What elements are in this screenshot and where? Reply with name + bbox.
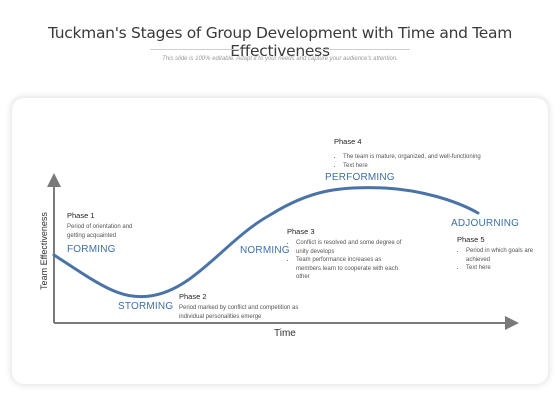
phase-5-bullet: Period in which goals are achieved: [466, 247, 536, 264]
phase-3-title: Phase 3: [287, 227, 315, 236]
phase-4-title: Phase 4: [334, 137, 362, 146]
page-title: Tuckman's Stages of Group Development wi…: [47, 24, 513, 60]
phase-5-bullets: Period in which goals are achieved Text …: [457, 247, 536, 273]
phase-4-bullet: The team is mature, organized, and well-…: [343, 153, 523, 162]
stage-forming: FORMING: [67, 244, 116, 255]
page-subtitle: This slide is 100% editable. Adapt it to…: [162, 56, 398, 62]
stage-performing: PERFORMING: [325, 172, 395, 183]
phase-5-bullet: Text here: [466, 264, 536, 273]
phase-4-bullets: The team is mature, organized, and well-…: [334, 153, 523, 170]
phase-1-text: Period of orientation and getting acquai…: [67, 224, 133, 239]
y-axis-label: Team Effectiveness: [39, 212, 49, 290]
phase-1-title: Phase 1: [67, 211, 95, 220]
phase-3-bullets: Conflict is resolved and some degree of …: [287, 239, 406, 282]
phase-3-bullet: Conflict is resolved and some degree of …: [296, 239, 406, 256]
phase-5-title: Phase 5: [457, 235, 485, 244]
title-divider-right: [318, 49, 410, 50]
stage-adjourning: ADJOURNING: [451, 218, 520, 229]
phase-2-text: Period marked by conflict and competitio…: [179, 305, 299, 320]
phase-2-title: Phase 2: [179, 292, 207, 301]
stage-norming: NORMING: [240, 245, 290, 256]
title-divider-left: [150, 49, 242, 50]
phase-3-bullet: Team performance increases as members le…: [296, 256, 406, 282]
stage-storming: STORMING: [118, 301, 174, 312]
x-axis-label: Time: [274, 328, 296, 339]
phase-4-bullet: Text here: [343, 162, 523, 171]
effectiveness-curve: [52, 186, 480, 299]
diagram-card: [12, 98, 548, 384]
